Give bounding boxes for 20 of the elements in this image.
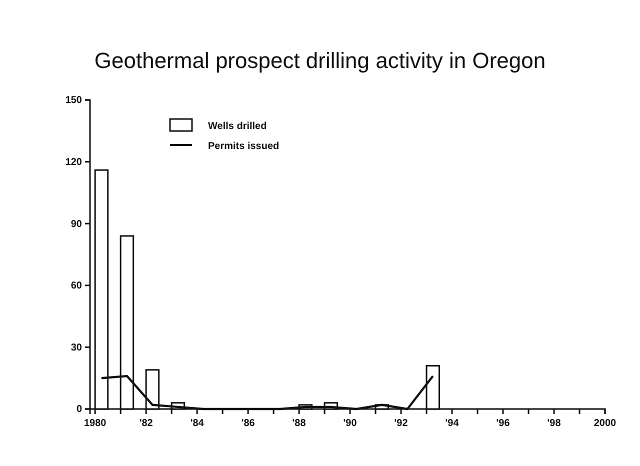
x-tick-label: '88: [292, 418, 306, 429]
x-tick-label: 2000: [594, 418, 617, 429]
y-tick-label: 120: [65, 157, 82, 168]
y-tick-label: 30: [70, 342, 82, 354]
y-tick-label: 0: [76, 404, 82, 416]
x-tick-label: '98: [547, 418, 562, 429]
x-tick-label: '84: [190, 418, 204, 429]
x-tick-label: '90: [343, 418, 358, 429]
x-tick-label: '92: [394, 418, 408, 429]
chart-title: Geothermal prospect drilling activity in Oregon: [94, 48, 546, 73]
y-tick-label: 150: [65, 95, 82, 106]
legend-label: Wells drilled: [208, 121, 267, 132]
x-tick-label: 1980: [84, 418, 107, 429]
legend-label: Permits issued: [208, 141, 280, 152]
x-tick-label: '86: [241, 418, 256, 429]
y-tick-label: 90: [70, 218, 82, 230]
x-tick-label: '96: [496, 418, 510, 429]
x-tick-label: '82: [139, 418, 154, 429]
y-tick-label: 60: [70, 280, 82, 292]
x-tick-label: '94: [445, 418, 460, 429]
